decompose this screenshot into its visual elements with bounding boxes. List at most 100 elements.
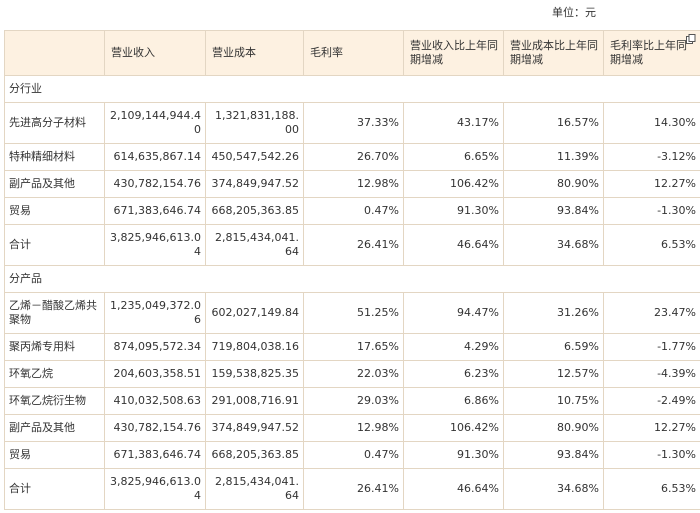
value-cell: 34.68% bbox=[503, 224, 604, 266]
header-cell: 营业成本 bbox=[205, 30, 304, 76]
value-cell: 671,383,646.74 bbox=[104, 197, 206, 225]
data-row: 环氧乙烷衍生物 410,032,508.63 291,008,716.91 29.03… bbox=[4, 387, 700, 415]
value-cell: 430,782,154.76 bbox=[104, 170, 206, 198]
copy-icon[interactable] bbox=[686, 34, 696, 44]
header-cell bbox=[4, 30, 105, 76]
row-label: 副产品及其他 bbox=[4, 170, 105, 198]
value-cell: 10.75% bbox=[503, 387, 604, 415]
section-title: 分行业 bbox=[4, 75, 700, 103]
value-cell: 6.65% bbox=[403, 143, 504, 171]
data-row: 贸易 671,383,646.74 668,205,363.85 0.47% 91.30… bbox=[4, 197, 700, 225]
value-cell: 719,804,038.16 bbox=[205, 333, 304, 361]
value-cell: 374,849,947.52 bbox=[205, 414, 304, 442]
value-cell: 3,825,946,613.04 bbox=[104, 224, 206, 266]
data-row: 先进高分子材料 2,109,144,944.40 1,321,831,188.00 3… bbox=[4, 102, 700, 144]
value-cell: 23.47% bbox=[603, 292, 700, 334]
value-cell: 12.57% bbox=[503, 360, 604, 388]
value-cell: 17.65% bbox=[303, 333, 404, 361]
value-cell: 43.17% bbox=[403, 102, 504, 144]
value-cell: 6.53% bbox=[603, 224, 700, 266]
row-label: 合计 bbox=[4, 224, 105, 266]
value-cell: 450,547,542.26 bbox=[205, 143, 304, 171]
unit-label: 单位：元 bbox=[552, 6, 596, 19]
value-cell: 26.41% bbox=[303, 224, 404, 266]
value-cell: -3.12% bbox=[603, 143, 700, 171]
row-label: 环氧乙烷 bbox=[4, 360, 105, 388]
data-row: 合计 3,825,946,613.04 2,815,434,041.64 26.41%… bbox=[4, 224, 700, 266]
header-cell: 毛利率比上年同期增减 bbox=[603, 30, 700, 76]
row-label: 副产品及其他 bbox=[4, 414, 105, 442]
value-cell: 6.59% bbox=[503, 333, 604, 361]
value-cell: 12.98% bbox=[303, 414, 404, 442]
value-cell: 22.03% bbox=[303, 360, 404, 388]
value-cell: 11.39% bbox=[503, 143, 604, 171]
value-cell: 14.30% bbox=[603, 102, 700, 144]
header-row: 营业收入 营业成本 毛利率 营业收入比上年同期增减 营业成本比上年同期增减 毛利率比上年同… bbox=[4, 30, 700, 76]
value-cell: 37.33% bbox=[303, 102, 404, 144]
value-cell: 2,815,434,041.64 bbox=[205, 468, 304, 510]
row-label: 贸易 bbox=[4, 441, 105, 469]
value-cell: 291,008,716.91 bbox=[205, 387, 304, 415]
value-cell: 6.53% bbox=[603, 468, 700, 510]
value-cell: -1.30% bbox=[603, 441, 700, 469]
value-cell: 106.42% bbox=[403, 170, 504, 198]
value-cell: 0.47% bbox=[303, 441, 404, 469]
data-row: 特种精细材料 614,635,867.14 450,547,542.26 26.70%… bbox=[4, 143, 700, 171]
value-cell: 34.68% bbox=[503, 468, 604, 510]
value-cell: 26.41% bbox=[303, 468, 404, 510]
value-cell: 668,205,363.85 bbox=[205, 441, 304, 469]
value-cell: 26.70% bbox=[303, 143, 404, 171]
data-row: 贸易 671,383,646.74 668,205,363.85 0.47% 91.30… bbox=[4, 441, 700, 469]
value-cell: -1.30% bbox=[603, 197, 700, 225]
section-row: 分产品 bbox=[4, 265, 700, 293]
header-cell: 营业成本比上年同期增减 bbox=[503, 30, 604, 76]
section-title: 分产品 bbox=[4, 265, 700, 293]
value-cell: 80.90% bbox=[503, 170, 604, 198]
value-cell: 6.86% bbox=[403, 387, 504, 415]
value-cell: 1,235,049,372.06 bbox=[104, 292, 206, 334]
value-cell: 12.98% bbox=[303, 170, 404, 198]
value-cell: 0.47% bbox=[303, 197, 404, 225]
value-cell: 12.27% bbox=[603, 170, 700, 198]
value-cell: 602,027,149.84 bbox=[205, 292, 304, 334]
value-cell: -1.77% bbox=[603, 333, 700, 361]
value-cell: 671,383,646.74 bbox=[104, 441, 206, 469]
value-cell: 16.57% bbox=[503, 102, 604, 144]
data-row: 合计 3,825,946,613.04 2,815,434,041.64 26.41%… bbox=[4, 468, 700, 510]
data-row: 乙烯－醋酸乙烯共聚物 1,235,049,372.06 602,027,149.84… bbox=[4, 292, 700, 334]
value-cell: 93.84% bbox=[503, 441, 604, 469]
value-cell: 51.25% bbox=[303, 292, 404, 334]
section-row: 分行业 bbox=[4, 75, 700, 103]
value-cell: 874,095,572.34 bbox=[104, 333, 206, 361]
value-cell: 3,825,946,613.04 bbox=[104, 468, 206, 510]
data-row: 副产品及其他 430,782,154.76 374,849,947.52 12.98%… bbox=[4, 414, 700, 442]
value-cell: -2.49% bbox=[603, 387, 700, 415]
value-cell: 430,782,154.76 bbox=[104, 414, 206, 442]
value-cell: 93.84% bbox=[503, 197, 604, 225]
value-cell: 1,321,831,188.00 bbox=[205, 102, 304, 144]
value-cell: 94.47% bbox=[403, 292, 504, 334]
financial-table: 营业收入 营业成本 毛利率 营业收入比上年同期增减 营业成本比上年同期增减 毛利率比上年同… bbox=[4, 30, 700, 510]
value-cell: 204,603,358.51 bbox=[104, 360, 206, 388]
row-label: 贸易 bbox=[4, 197, 105, 225]
value-cell: 91.30% bbox=[403, 197, 504, 225]
value-cell: 410,032,508.63 bbox=[104, 387, 206, 415]
value-cell: 46.64% bbox=[403, 224, 504, 266]
value-cell: 159,538,825.35 bbox=[205, 360, 304, 388]
value-cell: 2,815,434,041.64 bbox=[205, 224, 304, 266]
value-cell: 2,109,144,944.40 bbox=[104, 102, 206, 144]
value-cell: 6.23% bbox=[403, 360, 504, 388]
value-cell: 374,849,947.52 bbox=[205, 170, 304, 198]
value-cell: 46.64% bbox=[403, 468, 504, 510]
value-cell: 4.29% bbox=[403, 333, 504, 361]
table-wrap: 营业收入 营业成本 毛利率 营业收入比上年同期增减 营业成本比上年同期增减 毛利率比上年同… bbox=[4, 30, 700, 510]
row-label: 合计 bbox=[4, 468, 105, 510]
value-cell: 668,205,363.85 bbox=[205, 197, 304, 225]
row-label: 特种精细材料 bbox=[4, 143, 105, 171]
value-cell: 31.26% bbox=[503, 292, 604, 334]
header-cell: 毛利率 bbox=[303, 30, 404, 76]
row-label: 乙烯－醋酸乙烯共聚物 bbox=[4, 292, 105, 334]
value-cell: 80.90% bbox=[503, 414, 604, 442]
value-cell: -4.39% bbox=[603, 360, 700, 388]
